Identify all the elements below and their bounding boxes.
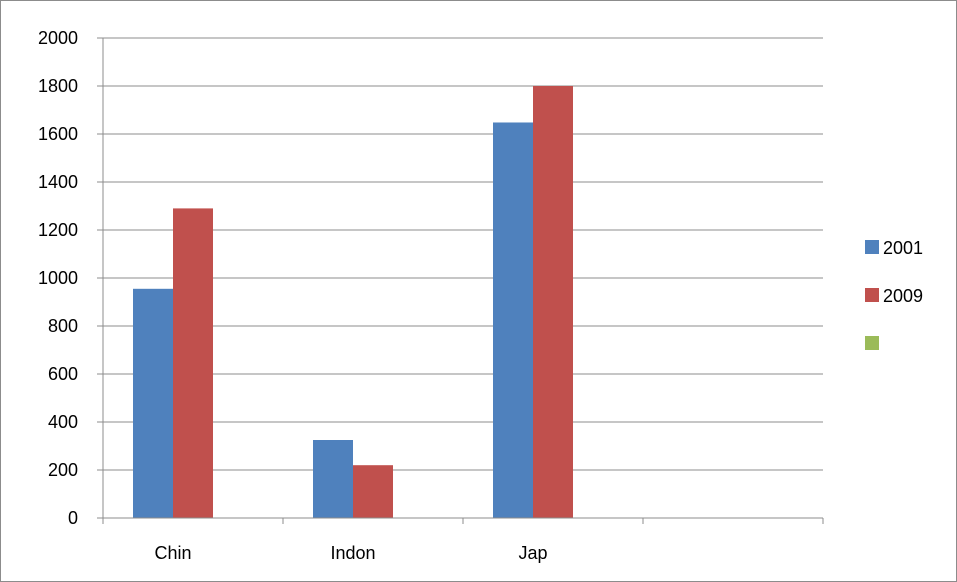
x-tick-label: Indon: [330, 543, 375, 563]
bars: [133, 86, 573, 518]
gridlines: [103, 37, 823, 471]
legend-label: 2001: [883, 238, 923, 258]
y-tick-label: 400: [48, 412, 78, 432]
bar-2001-Indon: [313, 440, 353, 518]
y-tick-label: 1000: [38, 268, 78, 288]
y-tick-label: 1600: [38, 124, 78, 144]
y-tick-label: 1200: [38, 220, 78, 240]
x-tick-label: Chin: [154, 543, 191, 563]
bar-2009-Chin: [173, 208, 213, 518]
y-tick-label: 2000: [38, 28, 78, 48]
legend: 2001 2009: [865, 238, 923, 350]
y-tick-labels: 0 200 400 600 800 1000 1200 1400 1600 1800 2000: [38, 28, 78, 528]
legend-swatch-2009: [865, 288, 879, 302]
legend-swatch-series2: [865, 336, 879, 350]
axes: [97, 37, 824, 524]
y-tick-label: 600: [48, 364, 78, 384]
bar-2001-Chin: [133, 288, 173, 518]
y-tick-label: 0: [68, 508, 78, 528]
x-tick-label: Jap: [518, 543, 547, 563]
bar-2009-Indon: [353, 465, 393, 518]
bar-2009-Jap: [533, 86, 573, 518]
y-tick-label: 1400: [38, 172, 78, 192]
y-tick-label: 800: [48, 316, 78, 336]
bar-2001-Jap: [493, 122, 533, 518]
x-tick-labels: Chin Indon Jap: [154, 543, 547, 563]
y-tick-label: 1800: [38, 76, 78, 96]
y-tick-label: 200: [48, 460, 78, 480]
legend-swatch-2001: [865, 240, 879, 254]
legend-label: 2009: [883, 286, 923, 306]
